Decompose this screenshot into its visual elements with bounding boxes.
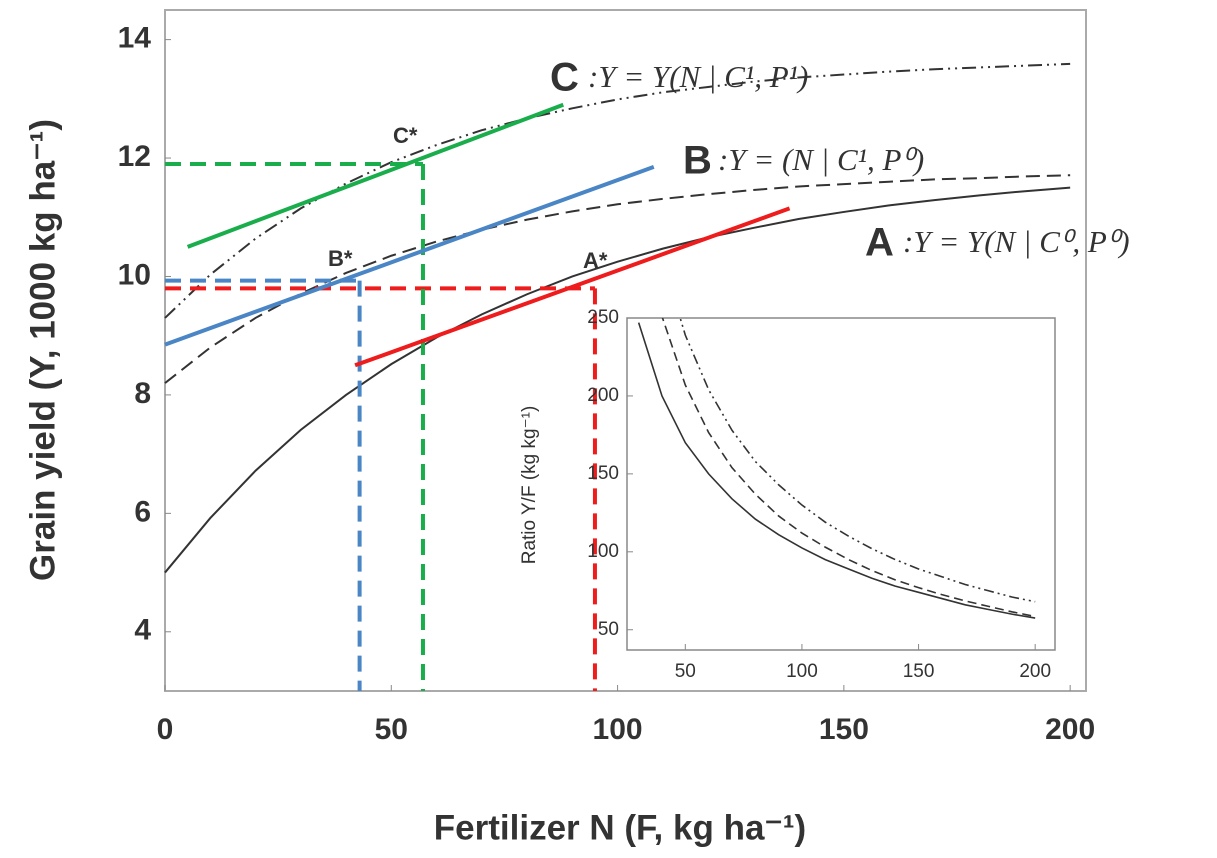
- curve: [679, 318, 1036, 603]
- x-tick-label: 0: [157, 713, 174, 746]
- x-tick-label: 200: [1045, 713, 1095, 746]
- tangent-line: [164, 165, 655, 347]
- inset-area: [626, 317, 1056, 651]
- x-tick-label: 50: [375, 713, 408, 746]
- x-tick-label: 200: [1019, 661, 1051, 682]
- point-label-b: B*: [328, 246, 353, 271]
- y-tick-label: 100: [587, 541, 619, 562]
- label-b: B: [683, 139, 712, 183]
- x-axis-label: Fertilizer N (F, kg ha⁻¹): [434, 808, 806, 847]
- curve: [661, 318, 1036, 618]
- inset-axes: 50 100 150 200 50 100 150 200 250: [587, 307, 1051, 682]
- x-tick-label: 50: [675, 661, 696, 682]
- tangent-line: [354, 206, 791, 368]
- point-label-a: A*: [583, 248, 608, 273]
- curve: [164, 186, 1071, 574]
- label-a: A: [865, 221, 894, 265]
- label-c: C: [550, 56, 579, 100]
- curve: [637, 322, 1036, 619]
- inset-y-axis-label: Ratio Y/F (kg kg⁻¹): [519, 406, 540, 565]
- inset-layer: [637, 318, 1036, 619]
- y-axis-label: Grain yield (Y, 1000 kg ha⁻¹): [23, 119, 62, 581]
- y-tick-label: 6: [134, 495, 151, 528]
- main-layer: 0 50 100 150 200 4 6 8 10 12 14: [118, 22, 1096, 746]
- tangent-line: [186, 102, 564, 249]
- y-tick-label: 8: [134, 377, 151, 410]
- y-tick-label: 4: [134, 614, 151, 647]
- y-tick-label: 200: [587, 385, 619, 406]
- y-tick-label: 14: [118, 22, 152, 55]
- formula-b: :Y = (N | C¹, P⁰): [718, 142, 924, 177]
- formula-c: :Y = Y(N | C¹, P¹): [588, 59, 808, 94]
- y-tick-label: 50: [598, 619, 619, 640]
- formula-a: :Y = Y(N | C⁰, P⁰): [903, 224, 1130, 259]
- y-tick-label: 10: [118, 258, 151, 291]
- y-tick-label: 150: [587, 463, 619, 484]
- x-tick-label: 150: [903, 661, 935, 682]
- x-tick-label: 150: [819, 713, 869, 746]
- x-tick-label: 100: [786, 661, 818, 682]
- x-tick-label: 100: [593, 713, 643, 746]
- y-tick-label: 12: [118, 140, 151, 173]
- y-tick-label: 250: [587, 307, 619, 328]
- point-label-c: C*: [393, 123, 418, 148]
